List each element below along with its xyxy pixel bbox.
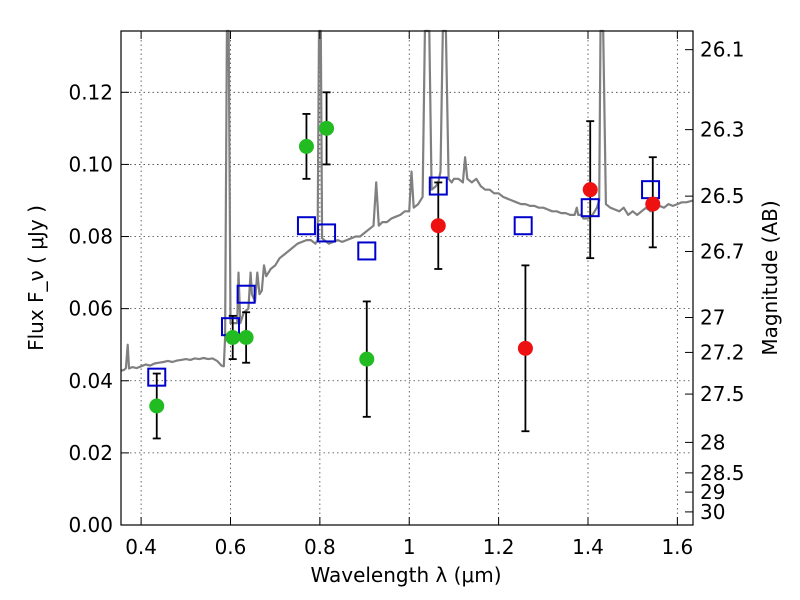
model-point [428,176,448,196]
model-point [147,367,167,387]
plot-frame [120,30,694,526]
y-tick-label: 0.10 [68,152,113,176]
photometry-point [298,138,314,154]
y2-tick-label: 30 [700,500,725,524]
photometry-point [149,398,165,414]
model-point [236,284,256,304]
photometry-point [319,120,335,136]
photometry-point [238,329,254,345]
x-tick-label: 0.4 [125,535,157,559]
y2-tick-label: 28 [700,430,725,454]
y2-tick-label: 27.2 [700,340,745,364]
y2-tick-label: 26.1 [700,38,745,62]
y2-tick-label: 26.5 [700,184,745,208]
x-axis-label: Wavelength λ (μm) [310,563,501,587]
x-tick-label: 0.8 [304,535,336,559]
y-tick-label: 0.04 [68,369,113,393]
spectrum-line [120,29,694,372]
axis-ticks: 0.4 0.6 0.8 1 1.2 1.4 1.6 0.00 0.02 0.04 0.06 0.08 0… [68,31,745,559]
photometry-point [430,218,446,234]
y2-tick-label: 26.3 [700,118,745,142]
x-tick-label: 1.6 [661,535,693,559]
y-tick-label: 0.12 [68,80,113,104]
model-point [641,180,661,200]
x-tick-label: 1.2 [483,535,515,559]
y-tick-label: 0.00 [68,513,113,537]
y2-axis-label: Magnitude (AB) [758,200,782,355]
x-tick-label: 1 [403,535,416,559]
model-point [317,223,337,243]
photometry-point [225,329,241,345]
photometry-point [582,182,598,198]
photometry-point [359,351,375,367]
y2-tick-label: 27.5 [700,382,745,406]
y2-tick-label: 28.5 [700,461,745,485]
y-tick-label: 0.02 [68,441,113,465]
y2-tick-label: 29 [700,480,725,504]
photometry-point [645,196,661,212]
spectrum-series [120,29,694,372]
model-point [357,241,377,261]
y2-tick-label: 27 [700,306,725,330]
y2-tick-label: 26.7 [700,239,745,263]
photometry-point [517,340,533,356]
model-point [296,216,316,236]
data-markers [147,120,661,414]
y-axis-label: Flux F_ν ( μJy ) [24,205,48,351]
grid [121,31,693,526]
y-tick-label: 0.06 [68,297,113,321]
x-tick-label: 0.6 [215,535,247,559]
model-point [513,216,533,236]
y-tick-label: 0.08 [68,225,113,249]
x-tick-label: 1.4 [572,535,604,559]
model-point [580,198,600,218]
